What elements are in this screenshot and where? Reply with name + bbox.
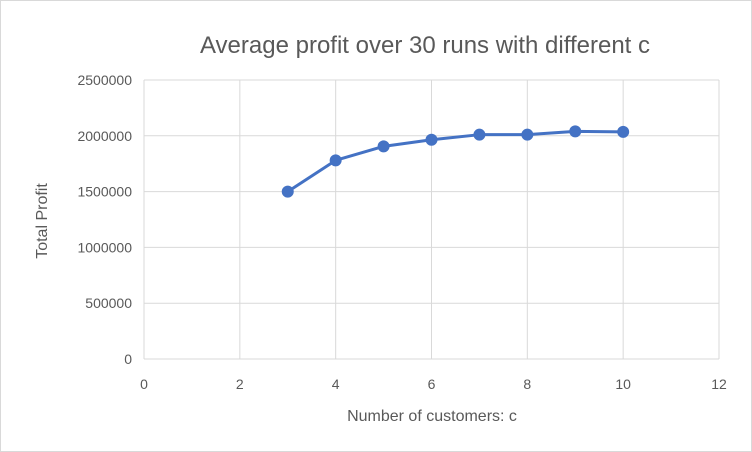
data-point xyxy=(329,154,342,167)
y-tick-label: 1500000 xyxy=(77,184,132,200)
y-axis-ticks: 0 500000 1000000 1500000 2000000 2500000 xyxy=(77,72,132,367)
x-tick-label: 2 xyxy=(236,376,244,392)
data-point xyxy=(425,133,438,146)
series-line xyxy=(286,129,625,194)
x-tick-label: 6 xyxy=(428,376,436,392)
y-axis-label: Total Profit xyxy=(34,183,51,259)
x-tick-label: 12 xyxy=(711,376,727,392)
data-point xyxy=(569,125,582,138)
data-point xyxy=(473,128,486,141)
y-tick-label: 500000 xyxy=(85,295,132,311)
data-point xyxy=(521,128,534,141)
x-tick-label: 0 xyxy=(140,376,148,392)
x-axis-ticks: 0 2 4 6 8 10 12 xyxy=(140,376,727,392)
series-points xyxy=(281,125,630,198)
data-point xyxy=(281,185,294,198)
y-tick-label: 0 xyxy=(124,351,132,367)
y-tick-label: 2000000 xyxy=(77,128,132,144)
data-point xyxy=(377,140,390,153)
gridlines xyxy=(143,79,720,360)
chart-title: Average profit over 30 runs with differe… xyxy=(200,32,650,59)
x-axis-label: Number of customers: c xyxy=(347,408,517,425)
y-tick-label: 2500000 xyxy=(77,72,132,88)
data-point xyxy=(617,125,630,138)
x-tick-label: 10 xyxy=(615,376,631,392)
y-tick-label: 1000000 xyxy=(77,239,132,255)
x-tick-label: 8 xyxy=(523,376,531,392)
x-tick-label: 4 xyxy=(332,376,340,392)
